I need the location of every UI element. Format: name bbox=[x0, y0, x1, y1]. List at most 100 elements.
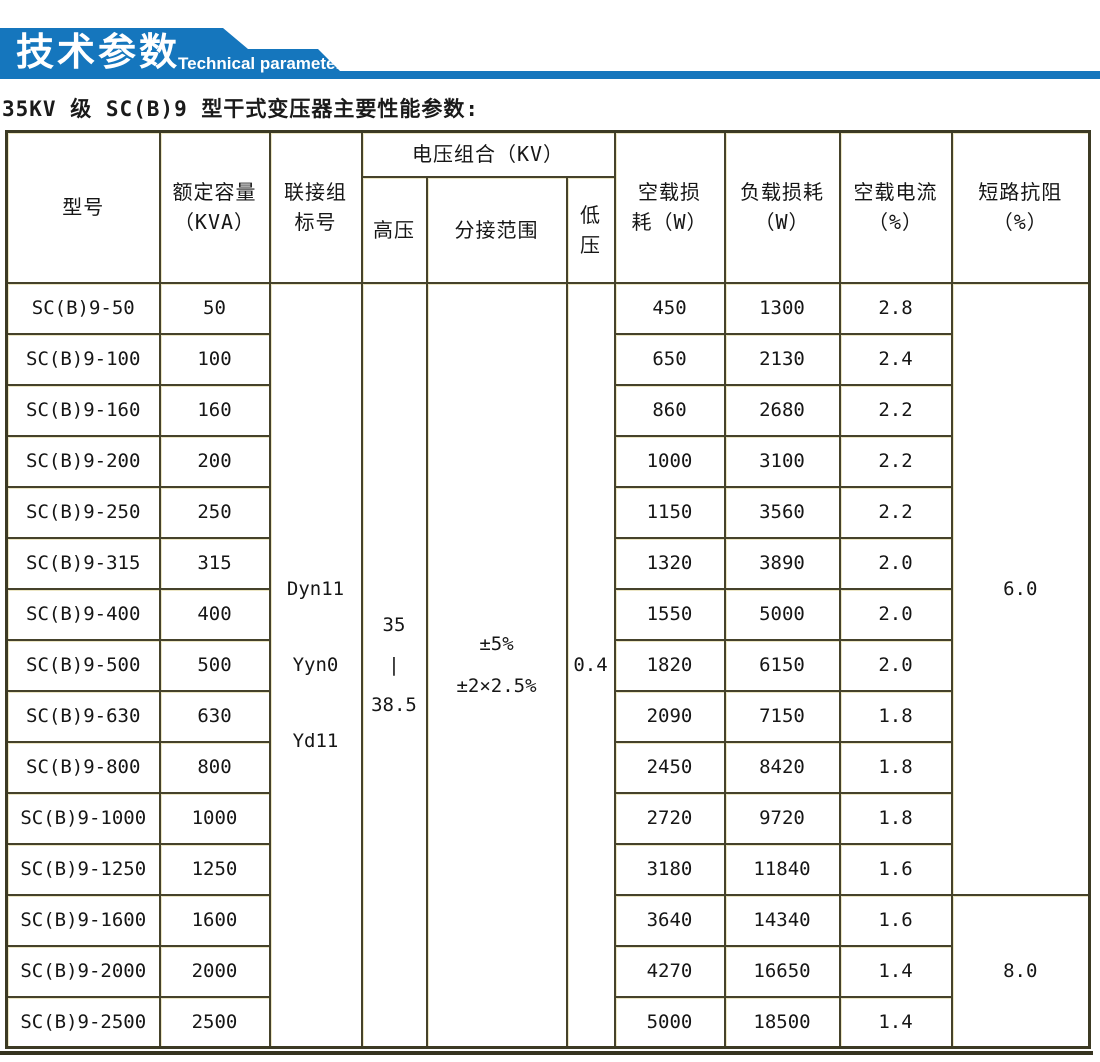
table-row: SC(B)9-630 630 2090 7150 1.8 bbox=[5, 689, 1090, 743]
cell-load-loss: 2680 bbox=[723, 383, 841, 437]
table-row: SC(B)9-2500 2500 5000 18500 1.4 bbox=[5, 995, 1090, 1049]
cell-no-load-loss: 5000 bbox=[613, 995, 726, 1049]
cell-rated-kva: 1250 bbox=[158, 842, 271, 896]
cell-low-voltage: 0.4 bbox=[565, 281, 616, 1049]
cell-no-load-current: 1.8 bbox=[838, 791, 953, 845]
header-model: 型号 bbox=[5, 130, 161, 284]
page-title: 35KV 级 SC(B)9 型干式变压器主要性能参数: bbox=[2, 97, 480, 121]
cell-rated-kva: 630 bbox=[158, 689, 271, 743]
cell-rated-kva: 1600 bbox=[158, 893, 271, 947]
cell-model: SC(B)9-1000 bbox=[5, 791, 161, 845]
cell-load-loss: 2130 bbox=[723, 332, 841, 386]
cell-connection-group: Dyn11 Yyn0 Yd11 bbox=[268, 281, 363, 1049]
bottom-rule bbox=[0, 1051, 1093, 1055]
cell-load-loss: 16650 bbox=[723, 944, 841, 998]
table-row: SC(B)9-250 250 1150 3560 2.2 bbox=[5, 485, 1090, 539]
header-voltage-combination: 电压组合（KV） bbox=[360, 130, 616, 178]
cell-no-load-current: 1.6 bbox=[838, 842, 953, 896]
cell-no-load-current: 2.2 bbox=[838, 383, 953, 437]
section-banner: 技术参数 Technical parameter bbox=[0, 28, 1100, 79]
cell-no-load-current: 2.0 bbox=[838, 587, 953, 641]
header-no-load-loss: 空载损 耗（W） bbox=[613, 130, 726, 284]
cell-model: SC(B)9-100 bbox=[5, 332, 161, 386]
header-row-2: 高压 分接范围 低 压 bbox=[7, 175, 1090, 284]
cell-load-loss: 14340 bbox=[723, 893, 841, 947]
cell-no-load-loss: 2450 bbox=[613, 740, 726, 794]
cell-model: SC(B)9-50 bbox=[5, 281, 161, 335]
cell-model: SC(B)9-160 bbox=[5, 383, 161, 437]
cell-no-load-loss: 2720 bbox=[613, 791, 726, 845]
cell-rated-kva: 2500 bbox=[158, 995, 271, 1049]
cell-rated-kva: 250 bbox=[158, 485, 271, 539]
cell-load-loss: 8420 bbox=[723, 740, 841, 794]
cell-tap-range: ±5% ±2×2.5% bbox=[425, 281, 568, 1049]
header-rated-capacity: 额定容量 （KVA） bbox=[158, 130, 271, 284]
header-no-load-current: 空载电流 （%） bbox=[838, 130, 953, 284]
cell-model: SC(B)9-2500 bbox=[5, 995, 161, 1049]
banner-title-zh: 技术参数 bbox=[16, 32, 181, 74]
cell-load-loss: 6150 bbox=[723, 638, 841, 692]
cell-load-loss: 1300 bbox=[723, 281, 841, 335]
cell-model: SC(B)9-400 bbox=[5, 587, 161, 641]
cell-rated-kva: 100 bbox=[158, 332, 271, 386]
cell-model: SC(B)9-1250 bbox=[5, 842, 161, 896]
table-row: SC(B)9-315 315 1320 3890 2.0 bbox=[5, 536, 1090, 590]
cell-load-loss: 5000 bbox=[723, 587, 841, 641]
cell-no-load-current: 1.4 bbox=[838, 995, 953, 1049]
cell-no-load-loss: 1550 bbox=[613, 587, 726, 641]
cell-no-load-current: 2.2 bbox=[838, 485, 953, 539]
cell-model: SC(B)9-800 bbox=[5, 740, 161, 794]
table-row: SC(B)9-1600 1600 3640 14340 1.6 8.0 bbox=[5, 893, 1091, 1049]
cell-no-load-loss: 450 bbox=[613, 281, 726, 335]
cell-no-load-loss: 1320 bbox=[613, 536, 726, 590]
table-row: SC(B)9-100 100 650 2130 2.4 bbox=[5, 332, 1090, 386]
cell-impedance-upper: 6.0 bbox=[950, 281, 1091, 896]
cell-load-loss: 9720 bbox=[723, 791, 841, 845]
cell-rated-kva: 500 bbox=[158, 638, 271, 692]
cell-no-load-current: 2.0 bbox=[838, 638, 953, 692]
cell-no-load-loss: 1150 bbox=[613, 485, 726, 539]
cell-no-load-loss: 860 bbox=[613, 383, 726, 437]
cell-load-loss: 18500 bbox=[723, 995, 841, 1049]
spec-table: 型号 额定容量 （KVA） 联接组 标号 电压组合（KV） 空载损 耗（W） 负… bbox=[5, 130, 1091, 1049]
cell-model: SC(B)9-500 bbox=[5, 638, 161, 692]
table-row: SC(B)9-1250 1250 3180 11840 1.6 bbox=[5, 842, 1090, 896]
cell-no-load-current: 2.4 bbox=[838, 332, 953, 386]
cell-no-load-loss: 3180 bbox=[613, 842, 726, 896]
cell-rated-kva: 800 bbox=[158, 740, 271, 794]
header-connection-group: 联接组 标号 bbox=[268, 130, 363, 284]
cell-no-load-loss: 650 bbox=[613, 332, 726, 386]
cell-no-load-loss: 2090 bbox=[613, 689, 726, 743]
table-row: SC(B)9-500 500 1820 6150 2.0 bbox=[5, 638, 1090, 692]
cell-rated-kva: 315 bbox=[158, 536, 271, 590]
cell-no-load-current: 1.8 bbox=[838, 740, 953, 794]
cell-load-loss: 3560 bbox=[723, 485, 841, 539]
banner-title-en: Technical parameter bbox=[178, 54, 343, 73]
cell-load-loss: 7150 bbox=[723, 689, 841, 743]
cell-load-loss: 11840 bbox=[723, 842, 841, 896]
cell-no-load-current: 1.6 bbox=[838, 893, 953, 947]
cell-rated-kva: 50 bbox=[158, 281, 271, 335]
table-row: SC(B)9-800 800 2450 8420 1.8 bbox=[5, 740, 1090, 794]
header-short-circuit-impedance: 短路抗阻 （%） bbox=[950, 130, 1091, 284]
cell-rated-kva: 2000 bbox=[158, 944, 271, 998]
header-high-voltage: 高压 bbox=[360, 175, 428, 284]
header-load-loss: 负载损耗 （W） bbox=[723, 130, 841, 284]
table-row: SC(B)9-200 200 1000 3100 2.2 bbox=[5, 434, 1090, 488]
header-tap-range: 分接范围 bbox=[425, 175, 568, 284]
cell-no-load-current: 1.4 bbox=[838, 944, 953, 998]
cell-no-load-current: 2.0 bbox=[838, 536, 953, 590]
cell-no-load-current: 2.8 bbox=[838, 281, 953, 335]
cell-model: SC(B)9-315 bbox=[5, 536, 161, 590]
cell-model: SC(B)9-200 bbox=[5, 434, 161, 488]
cell-no-load-loss: 1820 bbox=[613, 638, 726, 692]
cell-rated-kva: 1000 bbox=[158, 791, 271, 845]
cell-model: SC(B)9-250 bbox=[5, 485, 161, 539]
cell-load-loss: 3100 bbox=[723, 434, 841, 488]
cell-model: SC(B)9-2000 bbox=[5, 944, 161, 998]
cell-load-loss: 3890 bbox=[723, 536, 841, 590]
cell-model: SC(B)9-1600 bbox=[5, 893, 161, 947]
cell-rated-kva: 160 bbox=[158, 383, 271, 437]
cell-no-load-loss: 3640 bbox=[613, 893, 726, 947]
